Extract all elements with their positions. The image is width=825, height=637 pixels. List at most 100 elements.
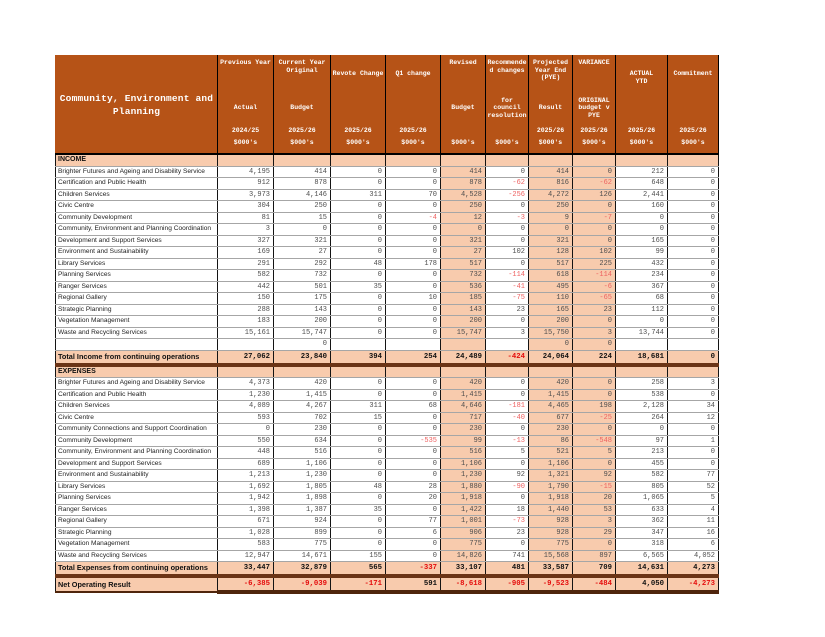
amount-cell: 143 [440,303,486,316]
amount-cell: 677 [528,411,573,424]
amount-cell: 899 [273,526,331,539]
row-label: Children Services [55,188,218,201]
amount-cell [572,153,616,167]
amount-cell: 150 [217,292,274,305]
amount-cell: 1,230 [440,469,486,482]
amount-cell: 4,052 [667,549,719,562]
amount-cell: 10 [385,292,441,305]
row-label: Vegetation Management [55,538,218,551]
amount-cell: 250 [273,200,331,213]
amount-cell: 92 [485,469,529,482]
amount-cell: 521 [528,446,573,459]
amount-cell: 0 [385,280,441,293]
amount-cell: 517 [440,257,486,270]
amount-cell [528,153,573,167]
amount-cell: 18 [485,503,529,516]
amount-cell: 321 [273,234,331,247]
amount-cell: 0 [330,223,386,236]
amount-cell: -905 [485,575,529,594]
data-row: Civic Centre 593 702 15 0 717 -40 677 -25 264 12 [55,411,719,424]
amount-cell: 0 [385,223,441,236]
data-row: Strategic Planning 1,028 899 0 6 906 23 928 29 34… [55,526,719,539]
section-row: INCOME [55,153,719,167]
amount-cell: 583 [217,538,274,551]
data-row: Civic Centre 304 250 0 0 250 0 250 0 160 0 [55,200,719,213]
amount-cell: 0 [330,211,386,224]
data-row: Certification and Public Health 912 878 0 0 8… [55,177,719,190]
amount-cell: 12 [440,211,486,224]
amount-cell: 582 [217,269,274,282]
amount-cell: 311 [330,188,386,201]
amount-cell: 200 [440,315,486,328]
amount-cell: 516 [273,446,331,459]
amount-cell: 455 [615,457,668,470]
amount-cell: 0 [385,446,441,459]
amount-cell: 0 [485,200,529,213]
row-label: Civic Centre [55,200,218,213]
amount-cell: -424 [485,349,529,367]
amount-cell: -6 [572,280,616,293]
column-header: Projected Year End (PYE) Result 2025/26 $00… [528,55,573,155]
amount-cell: -65 [572,292,616,305]
amount-cell: 155 [330,549,386,562]
amount-cell: 420 [273,377,331,390]
amount-cell: 0 [330,423,386,436]
data-row: Development and Support Services 689 1,106… [55,457,719,470]
amount-cell: 327 [217,234,274,247]
amount-cell: 23,840 [273,349,331,367]
amount-cell: 0 [485,538,529,551]
amount-cell: 717 [440,411,486,424]
amount-cell: 29 [572,526,616,539]
amount-cell: 517 [528,257,573,270]
amount-cell: 1,230 [217,388,274,401]
amount-cell: 28 [385,480,441,493]
data-row: Waste and Recycling Services 15,161 15,747… [55,326,719,339]
amount-cell: 442 [217,280,274,293]
amount-cell: 1,898 [273,492,331,505]
amount-cell: -6,385 [217,575,274,594]
amount-cell: 6 [667,538,719,551]
column-header-top: Revised [449,59,477,66]
amount-cell: -171 [330,575,386,594]
column-header-top: Current Year Original [278,59,326,74]
amount-cell: 0 [667,188,719,201]
amount-cell: 97 [615,434,668,447]
column-header-unit: $000's [233,139,258,146]
amount-cell [330,364,386,378]
amount-cell: 732 [440,269,486,282]
amount-cell: 230 [528,423,573,436]
amount-cell: 367 [615,280,668,293]
amount-cell: 0 [385,411,441,424]
amount-cell: 1,415 [440,388,486,401]
column-header-mid: Budget [451,104,475,112]
amount-cell: 321 [440,234,486,247]
amount-cell: 212 [615,165,668,178]
amount-cell: 128 [528,246,573,259]
amount-cell: 912 [217,177,274,190]
amount-cell: 0 [485,165,529,178]
amount-cell: -62 [572,177,616,190]
amount-cell: -73 [485,515,529,528]
amount-cell: 0 [667,280,719,293]
data-row: Community, Environment and Planning Coor… [55,223,719,236]
amount-cell: 0 [485,223,529,236]
amount-cell [485,338,529,351]
amount-cell: 1,398 [217,503,274,516]
amount-cell: 183 [217,315,274,328]
amount-cell: 0 [572,538,616,551]
data-row: Strategic Planning 288 143 0 0 143 23 165 23 112 0 [55,303,719,316]
amount-cell: 414 [273,165,331,178]
amount-cell: 48 [330,257,386,270]
amount-cell: 20 [572,492,616,505]
data-row: Library Services 291 292 48 178 517 0 517 225 432… [55,257,719,270]
column-header-unit: $000's [681,139,705,146]
amount-cell: 633 [615,503,668,516]
amount-cell: 23 [485,303,529,316]
column-header-mid: Result [538,104,563,112]
column-header: Commitment 2025/26 $000's [667,55,719,155]
amount-cell: 0 [385,388,441,401]
amount-cell: 0 [330,246,386,259]
row-label: Environment and Sustainability [55,246,218,259]
amount-cell: -114 [485,269,529,282]
total-row: Total Expenses from continuing operation… [55,561,719,578]
